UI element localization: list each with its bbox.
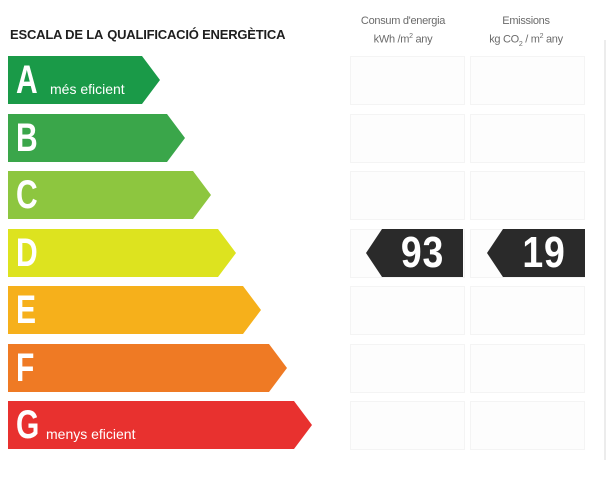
consum-cell-g — [350, 401, 465, 450]
emissions-column-header: Emissions kg CO2 / m2 any — [461, 14, 591, 52]
consum-label: Consum d'energia — [360, 15, 446, 27]
rating-letter-d: D — [16, 231, 38, 275]
emissions-cell-f — [470, 344, 585, 393]
emissions-cell-b — [470, 114, 585, 163]
consum-unit: kWh /m2 any — [373, 33, 433, 46]
consum-column-header: Consum d'energia kWh /m2 any — [338, 14, 468, 48]
consum-cell-b — [350, 114, 465, 163]
rating-letter-a: A — [16, 58, 38, 102]
right-border — [604, 40, 606, 460]
scale-title: ESCALA DE LA QUALIFICACIÓ ENERGÈTICA — [10, 27, 286, 42]
rating-sublabel-g: menys eficient — [46, 426, 136, 442]
emissions-cell-c — [470, 171, 585, 220]
rating-arrow-f: F — [8, 344, 287, 392]
consum-cell-e — [350, 286, 465, 335]
consum-value-badge: 93 — [366, 229, 463, 277]
rating-letter-g: G — [16, 403, 40, 447]
emissions-cell-g — [470, 401, 585, 450]
rating-sublabel-a: més eficient — [50, 81, 125, 97]
consum-value-text: 93 — [400, 228, 445, 277]
emissions-cell-e — [470, 286, 585, 335]
rating-arrow-d: D — [8, 229, 236, 277]
rating-arrow-c: C — [8, 171, 211, 219]
emissions-value-text: 19 — [522, 228, 566, 277]
rating-letter-e: E — [16, 288, 37, 332]
title-prefix: ESCALA DE LA — [10, 27, 104, 42]
rating-arrow-e: E — [8, 286, 261, 334]
consum-cell-f — [350, 344, 465, 393]
emissions-value-badge: 19 — [487, 229, 585, 277]
rating-arrow-b: B — [8, 114, 185, 162]
rating-letter-b: B — [16, 116, 38, 160]
emissions-label: Emissions — [502, 15, 550, 27]
consum-cell-c — [350, 171, 465, 220]
title-main: QUALIFICACIÓ ENERGÈTICA — [107, 27, 286, 42]
emissions-unit: kg CO2 / m2 any — [489, 33, 563, 48]
rating-letter-f: F — [16, 346, 35, 390]
rating-letter-c: C — [16, 173, 38, 217]
emissions-cell-a — [470, 56, 585, 105]
consum-cell-a — [350, 56, 465, 105]
